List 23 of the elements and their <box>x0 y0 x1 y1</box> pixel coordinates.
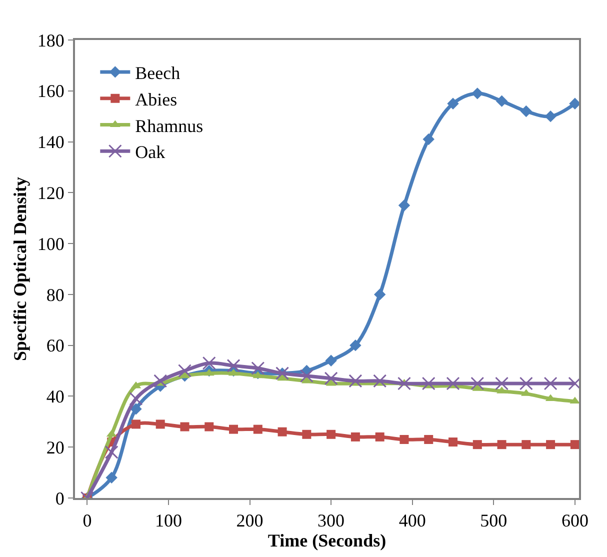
y-tick-label: 40 <box>46 386 64 407</box>
legend-label: Beech <box>135 62 180 83</box>
y-tick-label: 80 <box>46 284 64 305</box>
y-tick-label: 100 <box>37 234 64 254</box>
legend-label: Oak <box>135 142 166 162</box>
x-axis-title: Time (Seconds) <box>268 530 386 551</box>
x-tick-label: 500 <box>480 510 508 531</box>
x-tick-label: 400 <box>398 510 426 531</box>
y-tick-label: 60 <box>46 336 64 356</box>
y-tick-label: 180 <box>37 30 64 50</box>
x-tick-label: 100 <box>154 510 182 531</box>
y-tick-label: 20 <box>46 437 64 458</box>
x-tick-label: 0 <box>82 510 92 531</box>
x-tick-label: 200 <box>236 510 264 531</box>
y-tick-label: 120 <box>37 182 64 203</box>
legend-label: Rhamnus <box>135 116 204 136</box>
y-tick-label: 0 <box>55 488 64 508</box>
y-tick-label: 160 <box>37 81 64 102</box>
legend-label: Abies <box>135 89 178 110</box>
x-tick-label: 600 <box>561 510 588 531</box>
y-axis-title: Specific Optical Density <box>10 177 30 361</box>
x-tick-label: 300 <box>318 510 345 531</box>
y-tick-label: 140 <box>37 132 64 152</box>
